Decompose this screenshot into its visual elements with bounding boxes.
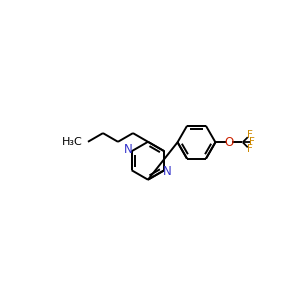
Text: F: F: [247, 130, 253, 140]
Text: F: F: [249, 137, 255, 147]
Text: F: F: [247, 144, 253, 154]
Text: N: N: [124, 143, 133, 156]
Text: H₃C: H₃C: [62, 137, 83, 147]
Text: N: N: [163, 165, 172, 178]
Text: O: O: [225, 136, 234, 149]
